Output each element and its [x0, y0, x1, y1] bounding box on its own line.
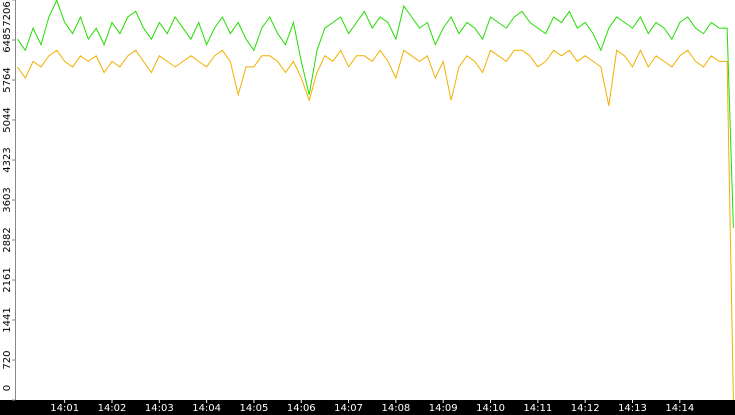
y-tick-label: 5044 — [2, 107, 13, 132]
y-tick-label: 2882 — [2, 227, 13, 252]
y-tick-label: 2161 — [2, 267, 13, 292]
x-axis-bar — [0, 400, 735, 415]
y-tick-label: 5764 — [2, 67, 13, 92]
x-tick-label: 14:12 — [571, 403, 600, 414]
series-line — [16, 49, 734, 401]
x-tick-label: 14:07 — [334, 403, 363, 414]
x-tick-label: 14:10 — [476, 403, 505, 414]
y-tick-label: 720 — [2, 350, 13, 369]
x-tick-label: 14:11 — [523, 403, 552, 414]
x-tick-label: 14:14 — [665, 403, 694, 414]
y-tick-label: 4323 — [2, 147, 13, 172]
y-tick-label: 1441 — [2, 307, 13, 332]
y-tick-label: 3603 — [2, 187, 13, 212]
x-tick-label: 14:09 — [429, 403, 458, 414]
x-tick-label: 14:04 — [192, 403, 221, 414]
x-tick-label: 14:03 — [145, 403, 174, 414]
series-line — [16, 0, 734, 228]
x-tick-label: 14:06 — [287, 403, 316, 414]
x-tick-label: 14:01 — [50, 403, 79, 414]
y-tick-label: 0 — [2, 385, 13, 391]
y-tick-label: 6485 — [2, 27, 13, 52]
x-tick-label: 14:02 — [98, 403, 127, 414]
x-tick-label: 14:05 — [240, 403, 269, 414]
y-tick-label: 7206 — [2, 1, 13, 26]
x-tick-label: 14:08 — [381, 403, 410, 414]
x-tick-label: 14:13 — [618, 403, 647, 414]
